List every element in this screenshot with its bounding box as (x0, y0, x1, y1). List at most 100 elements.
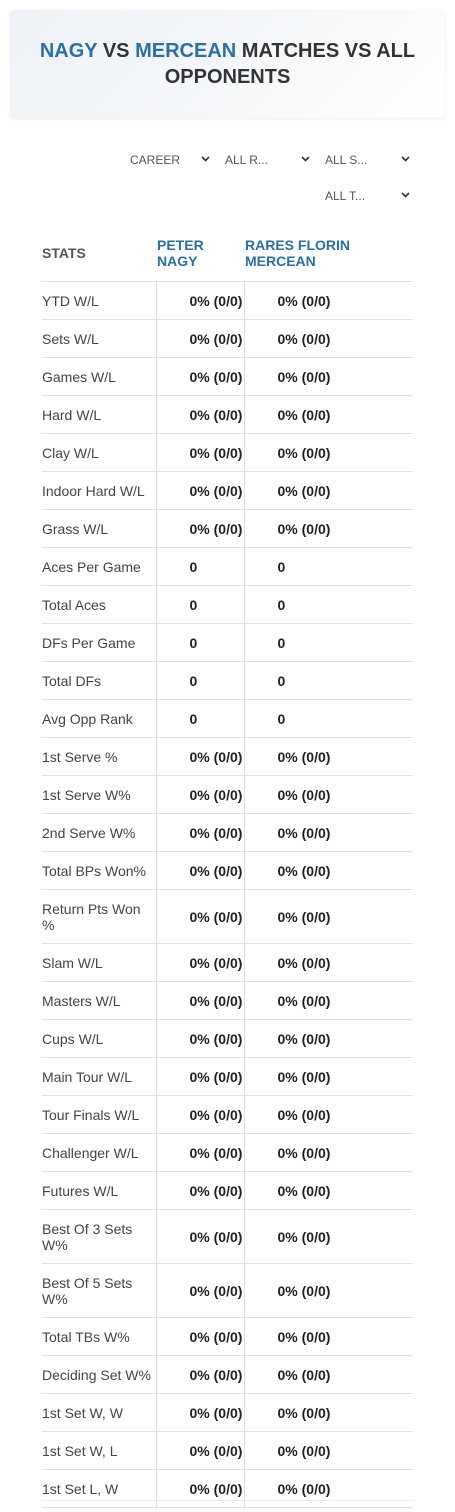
stat-label: 1st Set W, W (42, 1393, 156, 1432)
stat-row: Deciding Set W% 0% (0/0) 0% (0/0) (42, 1355, 413, 1394)
stat-value: 0% (0/0) (155, 1019, 244, 1058)
stat-value: 0 (243, 585, 413, 624)
stat-label: Games W/L (42, 357, 156, 396)
stat-value: 0% (0/0) (243, 395, 413, 434)
stat-value: 0% (0/0) (243, 509, 413, 548)
column-header[interactable]: RARES FLORIN MERCEAN (244, 225, 413, 282)
stat-label: YTD W/L (42, 281, 156, 320)
stat-value: 0% (0/0) (243, 1209, 413, 1264)
stat-value: 0% (0/0) (243, 775, 413, 814)
stat-value: 0% (0/0) (243, 281, 413, 320)
stat-row: 2nd Serve W% 0% (0/0) 0% (0/0) (42, 813, 413, 852)
stat-value: 0 (243, 623, 413, 662)
stat-value: 0 (155, 661, 244, 700)
stat-value: 0 (155, 623, 244, 662)
filter-label: ALL S... (325, 153, 368, 167)
stat-value: 0% (0/0) (243, 943, 413, 982)
column-header: STATS (42, 225, 156, 282)
filter-dropdown[interactable]: ALL R... (225, 150, 310, 170)
stat-label: Total TBs W% (42, 1317, 156, 1356)
stat-value: 0% (0/0) (243, 981, 413, 1020)
title-rest: MATCHES VS ALL OPPONENTS (164, 40, 416, 88)
vs: VS (102, 40, 130, 62)
stat-value: 0% (0/0) (243, 433, 413, 472)
stat-row: DFs Per Game 0 0 (42, 623, 413, 662)
stat-value: 0% (0/0) (155, 943, 244, 982)
stat-value: 0% (0/0) (155, 357, 244, 396)
chevron (401, 156, 410, 162)
header-row: STATS PETER NAGY RARES FLORIN MERCEAN (42, 225, 413, 282)
stat-label: Challenger W/L (42, 1133, 156, 1172)
stat-value: 0% (0/0) (155, 1431, 244, 1470)
stat-value: 0% (0/0) (243, 1171, 413, 1210)
stat-value: 0% (0/0) (155, 737, 244, 776)
stat-value: 0% (0/0) (155, 889, 244, 944)
stat-label: Total DFs (42, 661, 156, 700)
stat-label: 1st Serve % (42, 737, 156, 776)
stat-value: 0% (0/0) (155, 1057, 244, 1096)
filter-dropdown[interactable]: CAREER (130, 150, 210, 170)
stat-label: Futures W/L (42, 1171, 156, 1210)
stat-label: Masters W/L (42, 981, 156, 1020)
stat-value: 0% (0/0) (243, 1133, 413, 1172)
stat-label: Sets W/L (42, 319, 156, 358)
player1-name: NAGY (39, 40, 98, 62)
stat-row: 1st Serve % 0% (0/0) 0% (0/0) (42, 737, 413, 776)
column-header[interactable]: PETER NAGY (156, 225, 244, 282)
stat-label: Return Pts Won % (42, 889, 156, 944)
stat-label: Deciding Set W% (42, 1355, 156, 1394)
stat-label: Cups W/L (42, 1019, 156, 1058)
chevron (301, 156, 310, 162)
stat-value: 0% (0/0) (243, 737, 413, 776)
stat-row: Total DFs 0 0 (42, 661, 413, 700)
stat-row: Sets W/L 0% (0/0) 0% (0/0) (42, 319, 413, 358)
stat-row: Challenger W/L 0% (0/0) 0% (0/0) (42, 1133, 413, 1172)
header-card: NAGY VS MERCEAN MATCHES VS ALL OPPONENTS (10, 10, 445, 118)
stat-value: 0% (0/0) (243, 319, 413, 358)
stat-value: 0% (0/0) (243, 889, 413, 944)
stat-value: 0% (0/0) (243, 1431, 413, 1470)
stat-value: 0% (0/0) (155, 471, 244, 510)
stat-value: 0% (0/0) (155, 1263, 244, 1318)
filter-dropdown[interactable]: ALL T... (325, 186, 410, 206)
stat-row: 1st Set W, L 0% (0/0) 0% (0/0) (42, 1431, 413, 1470)
stat-value: 0% (0/0) (243, 851, 413, 890)
stat-value: 0% (0/0) (155, 775, 244, 814)
stat-row: Clay W/L 0% (0/0) 0% (0/0) (42, 433, 413, 472)
stat-value: 0% (0/0) (155, 319, 244, 358)
stat-row: Cups W/L 0% (0/0) 0% (0/0) (42, 1019, 413, 1058)
stat-label: DFs Per Game (42, 623, 156, 662)
stat-row: 1st Serve W% 0% (0/0) 0% (0/0) (42, 775, 413, 814)
stat-value: 0% (0/0) (155, 813, 244, 852)
stat-value: 0 (155, 699, 244, 738)
stat-value: 0 (243, 661, 413, 700)
stat-label: Best Of 5 Sets W% (42, 1263, 156, 1318)
stat-label: 1st Set L, W (42, 1469, 156, 1508)
stat-label: Best Of 3 Sets W% (42, 1209, 156, 1264)
stat-value: 0% (0/0) (155, 981, 244, 1020)
stats-table: STATS PETER NAGY RARES FLORIN MERCEAN YT… (42, 225, 413, 1508)
stat-label: Total BPs Won% (42, 851, 156, 890)
stat-value: 0 (155, 547, 244, 586)
stat-label: Total Aces (42, 585, 156, 624)
stat-value: 0% (0/0) (243, 1019, 413, 1058)
filter-label: ALL R... (225, 153, 268, 167)
stat-row: Avg Opp Rank 0 0 (42, 699, 413, 738)
stat-label: Aces Per Game (42, 547, 156, 586)
chevron (401, 192, 410, 198)
stat-value: 0 (155, 585, 244, 624)
divider (42, 1500, 413, 1501)
stat-value: 0% (0/0) (155, 851, 244, 890)
stat-label: Indoor Hard W/L (42, 471, 156, 510)
stat-value: 0% (0/0) (155, 1355, 244, 1394)
stat-label: Tour Finals W/L (42, 1095, 156, 1134)
stat-row: Best Of 5 Sets W% 0% (0/0) 0% (0/0) (42, 1263, 413, 1318)
stat-row: 1st Set L, W 0% (0/0) 0% (0/0) (42, 1469, 413, 1508)
stat-value: 0% (0/0) (155, 1317, 244, 1356)
stat-value: 0% (0/0) (155, 281, 244, 320)
filter-dropdown[interactable]: ALL S... (325, 150, 410, 170)
stat-row: Best Of 3 Sets W% 0% (0/0) 0% (0/0) (42, 1209, 413, 1264)
stat-label: 2nd Serve W% (42, 813, 156, 852)
stat-row: Total BPs Won% 0% (0/0) 0% (0/0) (42, 851, 413, 890)
